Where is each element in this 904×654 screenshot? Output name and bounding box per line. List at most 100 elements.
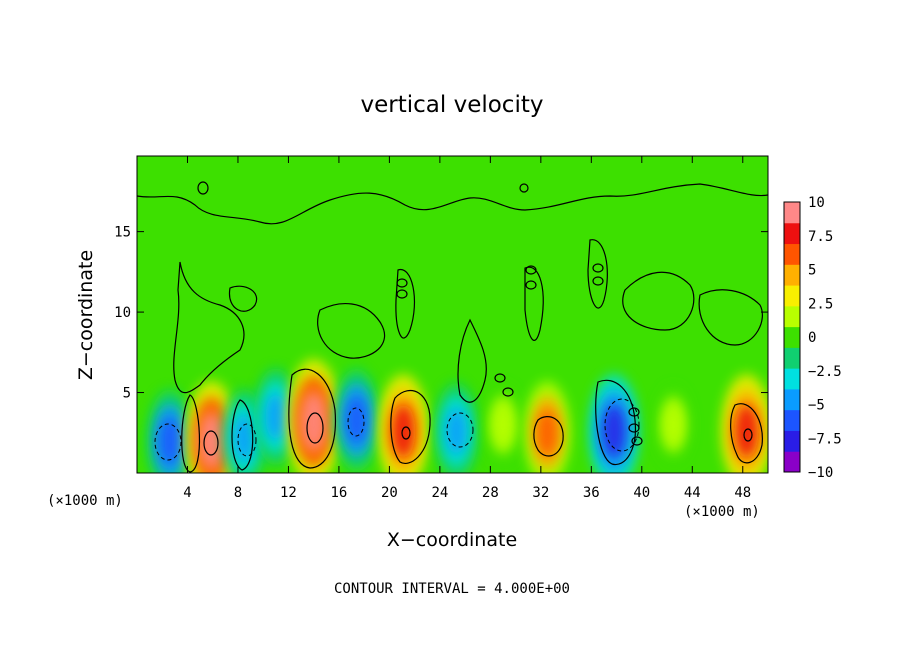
contour-line bbox=[390, 389, 431, 464]
colorbar-tick-label: 5 bbox=[808, 263, 816, 279]
colorbar-swatch bbox=[784, 305, 800, 328]
colorbar-frame bbox=[783, 201, 801, 473]
field-feature bbox=[664, 406, 682, 444]
contour-interval-note: CONTOUR INTERVAL = 4.000E+00 bbox=[334, 581, 570, 597]
contour-line bbox=[519, 183, 529, 193]
y-tick-label: 5 bbox=[123, 386, 131, 402]
field-feature bbox=[199, 412, 224, 469]
colorbar-tick-label: 2.5 bbox=[808, 296, 833, 312]
contour-line bbox=[604, 398, 640, 452]
contour-line bbox=[628, 407, 640, 417]
colorbar-tick-label: 10 bbox=[808, 195, 825, 211]
contour-line bbox=[137, 183, 768, 225]
contour-line bbox=[698, 289, 763, 346]
x-tick-label: 24 bbox=[431, 485, 448, 501]
contour-line bbox=[525, 265, 537, 275]
contour-line bbox=[154, 423, 182, 461]
plot-area bbox=[136, 155, 769, 474]
chart-title: vertical velocity bbox=[361, 92, 544, 118]
contour-line bbox=[181, 394, 200, 473]
x-tick-label: 28 bbox=[482, 485, 499, 501]
colorbar-swatch bbox=[784, 243, 800, 265]
field-feature bbox=[734, 404, 759, 459]
contour-line bbox=[347, 407, 365, 437]
contour-line bbox=[592, 276, 604, 286]
colorbar-swatch bbox=[784, 222, 800, 245]
contour-line bbox=[237, 423, 257, 457]
colorbar-swatch bbox=[784, 451, 800, 473]
field-feature bbox=[345, 395, 368, 445]
field-feature bbox=[300, 392, 327, 451]
contour-line bbox=[173, 261, 245, 394]
contour-line bbox=[595, 379, 637, 466]
x-tick-label: 12 bbox=[280, 485, 297, 501]
field-feature bbox=[494, 405, 512, 444]
contour-line bbox=[525, 280, 537, 290]
x-unit-left: (×1000 m) bbox=[47, 493, 123, 509]
x-axis-label: X−coordinate bbox=[387, 529, 517, 551]
x-tick-label: 4 bbox=[183, 485, 191, 501]
field-feature bbox=[602, 404, 626, 459]
contour-line bbox=[203, 430, 219, 456]
zero-contours bbox=[137, 181, 768, 473]
colorbar-swatch bbox=[784, 347, 800, 369]
colorbar-tick-label: −7.5 bbox=[808, 431, 842, 447]
contour-line bbox=[494, 373, 506, 383]
y-axis: 5 10 15 bbox=[114, 225, 768, 402]
field-features bbox=[146, 359, 768, 473]
field-feature bbox=[158, 416, 181, 466]
x-tick-label: 32 bbox=[532, 485, 549, 501]
colorbar-tick-label: −5 bbox=[808, 398, 825, 414]
contour-line bbox=[228, 285, 258, 312]
x-tick-label: 8 bbox=[234, 485, 242, 501]
x-tick-label: 16 bbox=[330, 485, 347, 501]
contour-line bbox=[401, 426, 411, 440]
x-tick-label: 36 bbox=[583, 485, 600, 501]
x-tick-label: 44 bbox=[684, 485, 701, 501]
y-axis-label: Z−coordinate bbox=[75, 250, 97, 380]
colorbar-swatch bbox=[784, 388, 800, 411]
colorbar-tick-label: −10 bbox=[808, 465, 833, 481]
colorbar-swatch bbox=[784, 202, 800, 224]
colorbar-tick-label: 7.5 bbox=[808, 229, 833, 245]
contour-line bbox=[622, 271, 695, 331]
x-tick-label: 20 bbox=[381, 485, 398, 501]
x-tick-label: 48 bbox=[734, 485, 751, 501]
colorbar-swatch bbox=[784, 264, 800, 286]
colorbar-tick-label: 0 bbox=[808, 330, 816, 346]
y-tick-label: 10 bbox=[114, 305, 131, 321]
field-feature bbox=[391, 404, 416, 459]
contour-line bbox=[306, 412, 324, 444]
colorbar-swatch bbox=[784, 326, 800, 348]
colorbar: 10 7.5 5 2.5 0 −2.5 −5 −7.5 −10 bbox=[783, 195, 842, 481]
contour-line bbox=[288, 368, 337, 469]
contour-line bbox=[502, 387, 514, 397]
contour-line bbox=[457, 318, 487, 403]
colorbar-swatch bbox=[784, 430, 800, 452]
contour-line bbox=[592, 263, 604, 273]
field-feature bbox=[536, 408, 559, 458]
contour-line bbox=[631, 436, 643, 446]
field-feature bbox=[446, 408, 467, 455]
field-feature bbox=[265, 393, 287, 440]
contour-line bbox=[317, 303, 386, 359]
x-axis: 4 8 12 16 20 24 28 32 36 40 44 48 bbox=[183, 156, 751, 501]
y-tick-label: 15 bbox=[114, 225, 131, 241]
x-unit-right: (×1000 m) bbox=[684, 504, 760, 520]
colorbar-swatch bbox=[784, 285, 800, 307]
contour-line bbox=[730, 403, 763, 464]
contour-line bbox=[395, 269, 416, 339]
x-tick-label: 40 bbox=[633, 485, 650, 501]
contour-line bbox=[446, 412, 474, 448]
colorbar-tick-label: −2.5 bbox=[808, 364, 842, 380]
contour-line bbox=[587, 239, 608, 309]
contour-line bbox=[197, 181, 209, 195]
contour-line bbox=[743, 428, 753, 442]
colorbar-swatch bbox=[784, 409, 800, 431]
negative-contours bbox=[154, 398, 640, 461]
colorbar-swatch bbox=[784, 368, 800, 390]
contour-line bbox=[396, 289, 408, 299]
plot-frame bbox=[136, 155, 769, 474]
contour-line bbox=[533, 416, 564, 457]
